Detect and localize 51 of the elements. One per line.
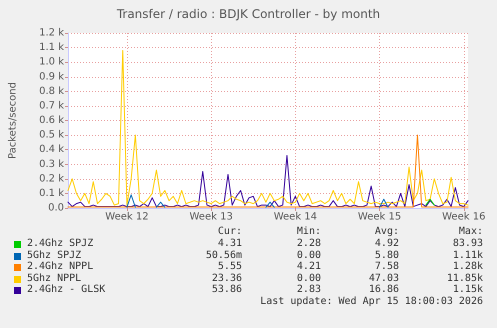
- legend-label: 2.4Ghz NPPL: [27, 261, 94, 272]
- y-tick-label: 0.5 k: [39, 130, 64, 141]
- line-series: [68, 50, 468, 206]
- x-tick-label: Week 13: [190, 212, 233, 222]
- text: 16.86: [368, 284, 399, 295]
- text: 47.03: [368, 272, 399, 284]
- legend-label: 2.4Ghz - GLSK: [27, 284, 106, 295]
- chart-title: Transfer / radio : BDJK Controller - by month: [116, 7, 380, 21]
- text: 2.83: [296, 284, 321, 295]
- text: 1.11k: [452, 250, 483, 260]
- x-tick-label: Week 12: [105, 212, 149, 222]
- y-tick-label: 0.1 k: [39, 188, 64, 199]
- y-tick-label: 1.2 k: [39, 28, 64, 38]
- y-tick-label: 0.0: [48, 202, 64, 214]
- text: 53.86: [212, 284, 242, 295]
- y-tick-label: 0.7 k: [39, 100, 64, 112]
- legend-label: 5Ghz SPJZ: [27, 250, 82, 260]
- y-tick-label: 0.3 k: [39, 158, 64, 170]
- text: 2.28: [296, 238, 321, 249]
- text: Max:: [458, 226, 483, 237]
- legend-label: 2.4Ghz SPJZ: [27, 238, 94, 249]
- legend-label: 5Ghz NPPL: [27, 272, 82, 284]
- y-tick-label: 0.2 k: [39, 173, 64, 184]
- text: Last update: Wed Apr 15 18:00:03 2026: [260, 296, 483, 306]
- y-axis-title: Packets/second: [8, 82, 18, 159]
- text: 4.92: [374, 238, 399, 249]
- text: 5.55: [218, 261, 242, 272]
- y-tick-label: 0.8 k: [39, 86, 64, 97]
- text: 1.28k: [452, 261, 483, 272]
- y-tick-label: 0.6 k: [39, 115, 64, 126]
- text: 0.00: [296, 250, 321, 260]
- y-tick-label: 0.9 k: [39, 71, 64, 82]
- text: Avg:: [374, 226, 399, 237]
- text: 0.00: [296, 272, 321, 284]
- y-tick-label: 0.4 k: [39, 144, 64, 156]
- text: 7.58: [374, 261, 399, 272]
- text: 83.93: [452, 238, 483, 249]
- x-tick-label: Week 16: [442, 212, 486, 222]
- text: 5.80: [374, 250, 399, 260]
- text: 11.85k: [446, 272, 483, 284]
- text: Min:: [296, 226, 321, 237]
- y-tick-label: 1.0 k: [39, 56, 64, 68]
- text: 4.21: [296, 261, 321, 272]
- text: 4.31: [218, 238, 242, 249]
- x-tick-label: Week 14: [274, 212, 318, 222]
- text: 50.56m: [206, 250, 242, 260]
- x-tick-label: Week 15: [358, 212, 402, 222]
- text: Cur:: [218, 226, 242, 237]
- y-tick-label: 1.1 k: [39, 42, 64, 54]
- text: 23.36: [212, 272, 242, 284]
- text: 1.15k: [452, 284, 483, 295]
